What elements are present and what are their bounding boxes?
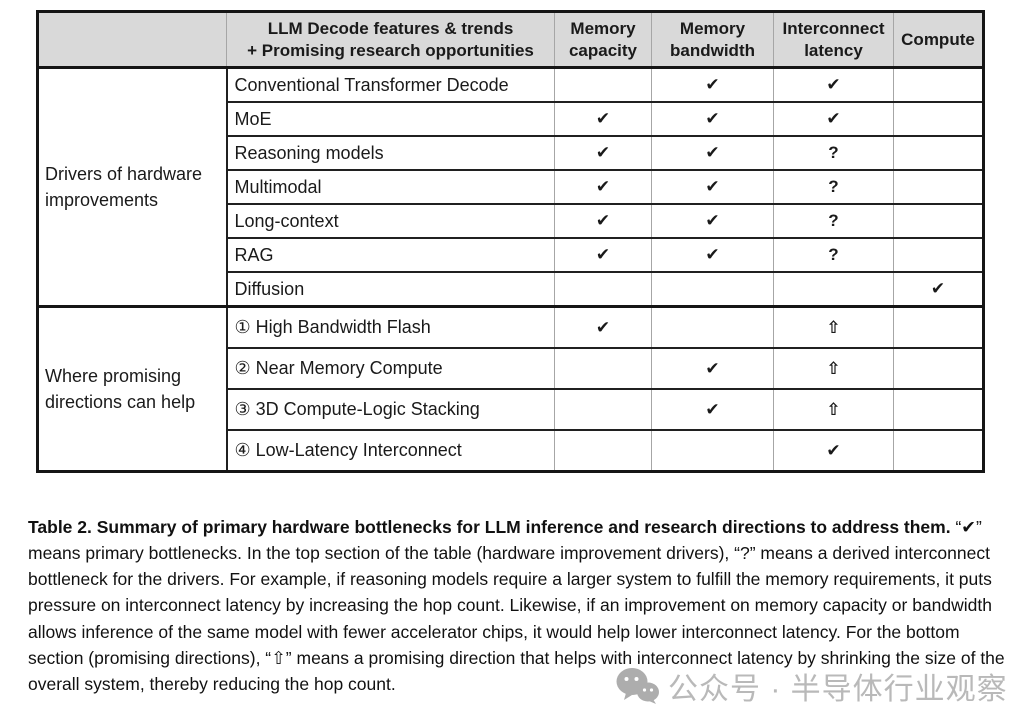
col-header-compute: Compute (893, 10, 984, 69)
compute-cell: ✔ (893, 271, 984, 308)
interconnect-latency-cell: ✔ (773, 101, 894, 137)
col-header-interconnect-latency: Interconnect latency (773, 10, 894, 69)
memory-capacity-cell: ✔ (554, 135, 652, 171)
interconnect-latency-cell: ✔ (773, 429, 894, 473)
compute-cell (893, 305, 984, 349)
col-header-features: LLM Decode features & trends + Promising… (226, 10, 555, 69)
compute-cell (893, 101, 984, 137)
compute-cell (893, 169, 984, 205)
table-row: ④ Low-Latency Interconnect ✔ (38, 429, 984, 473)
memory-bandwidth-cell: ✔ (651, 203, 774, 239)
memory-capacity-cell: ✔ (554, 203, 652, 239)
interconnect-latency-cell: ? (773, 169, 894, 205)
memory-capacity-cell: ✔ (554, 101, 652, 137)
row-group-label-promising: Where promising directions can help (37, 305, 228, 473)
feature-cell: Conventional Transformer Decode (226, 66, 555, 103)
feature-cell: Diffusion (226, 271, 555, 308)
table-caption: Table 2. Summary of primary hardware bot… (28, 514, 1005, 698)
llm-bottleneck-table: LLM Decode features & trends + Promising… (36, 10, 985, 473)
compute-cell (893, 203, 984, 239)
feature-cell: ④ Low-Latency Interconnect (226, 429, 555, 473)
memory-bandwidth-cell: ✔ (651, 388, 774, 431)
caption-bold-lead: Table 2. Summary of primary hardware bot… (28, 516, 951, 537)
table-row: Drivers of hardware improvements Convent… (37, 66, 984, 308)
compute-cell (893, 388, 984, 431)
interconnect-latency-cell: ⇧ (773, 347, 894, 390)
memory-bandwidth-cell: ✔ (651, 169, 774, 205)
memory-capacity-cell (554, 388, 652, 431)
memory-capacity-cell (554, 347, 652, 390)
interconnect-latency-cell: ? (773, 237, 894, 273)
interconnect-latency-cell: ✔ (773, 66, 894, 103)
feature-cell: ② Near Memory Compute (226, 347, 555, 390)
memory-bandwidth-cell: ✔ (651, 66, 774, 103)
memory-bandwidth-cell (651, 429, 774, 473)
table-row: ② Near Memory Compute ✔ ⇧ (38, 347, 984, 390)
memory-capacity-cell (554, 429, 652, 473)
feature-cell: RAG (226, 237, 555, 273)
memory-bandwidth-cell: ✔ (651, 101, 774, 137)
feature-cell: Multimodal (226, 169, 555, 205)
col-header-memory-capacity: Memory capacity (554, 10, 652, 69)
memory-capacity-cell: ✔ (554, 305, 652, 349)
caption-body: “✔” means primary bottlenecks. In the to… (28, 516, 1005, 695)
interconnect-latency-cell: ⇧ (773, 388, 894, 431)
table-row: RAG ✔ ✔ ? (38, 237, 984, 273)
compute-cell (893, 66, 984, 103)
col-header-memory-bandwidth: Memory bandwidth (651, 10, 774, 69)
feature-cell: ③ 3D Compute-Logic Stacking (226, 388, 555, 431)
bottleneck-table: LLM Decode features & trends + Promising… (36, 10, 985, 473)
memory-capacity-cell: ✔ (554, 169, 652, 205)
row-group-label-drivers: Drivers of hardware improvements (37, 66, 228, 308)
header-row: LLM Decode features & trends + Promising… (37, 10, 984, 69)
compute-cell (893, 429, 984, 473)
memory-bandwidth-cell: ✔ (651, 135, 774, 171)
table-row: Diffusion ✔ (38, 271, 984, 308)
feature-cell: ① High Bandwidth Flash (226, 305, 555, 349)
table-row: Where promising directions can help ① Hi… (37, 305, 984, 473)
compute-cell (893, 135, 984, 171)
compute-cell (893, 237, 984, 273)
table-row: Reasoning models ✔ ✔ ? (38, 135, 984, 171)
table-row: ③ 3D Compute-Logic Stacking ✔ ⇧ (38, 388, 984, 431)
table-row: Multimodal ✔ ✔ ? (38, 169, 984, 205)
feature-cell: MoE (226, 101, 555, 137)
interconnect-latency-cell: ? (773, 203, 894, 239)
memory-bandwidth-cell: ✔ (651, 347, 774, 390)
corner-cell (37, 10, 227, 69)
memory-bandwidth-cell: ✔ (651, 237, 774, 273)
feature-cell: Reasoning models (226, 135, 555, 171)
feature-cell: Long-context (226, 203, 555, 239)
interconnect-latency-cell: ? (773, 135, 894, 171)
memory-bandwidth-cell (651, 305, 774, 349)
table-row: Long-context ✔ ✔ ? (38, 203, 984, 239)
interconnect-latency-cell (773, 271, 894, 308)
memory-bandwidth-cell (651, 271, 774, 308)
table-row: MoE ✔ ✔ ✔ (38, 101, 984, 137)
memory-capacity-cell (554, 271, 652, 308)
compute-cell (893, 347, 984, 390)
memory-capacity-cell (554, 66, 652, 103)
interconnect-latency-cell: ⇧ (773, 305, 894, 349)
memory-capacity-cell: ✔ (554, 237, 652, 273)
